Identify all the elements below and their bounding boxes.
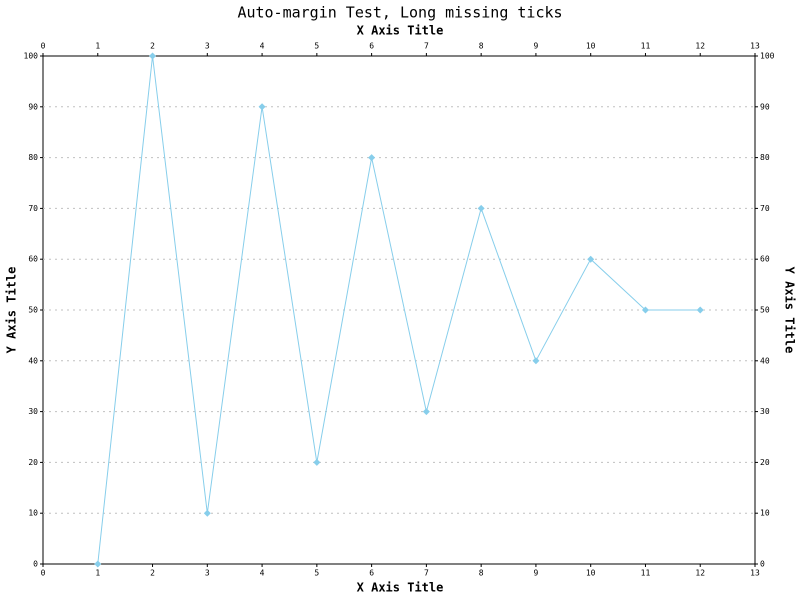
data-point (313, 458, 321, 466)
y-tick-label: 0 (33, 560, 38, 569)
y-tick-label: 100 (24, 52, 39, 61)
data-point (203, 509, 211, 517)
x-tick-label: 13 (750, 569, 760, 578)
data-point (532, 357, 540, 365)
x-tick-label-top: 0 (41, 42, 46, 51)
y-tick-label-right: 70 (760, 204, 770, 213)
y-tick-label-right: 10 (760, 509, 770, 518)
data-point (587, 255, 595, 263)
y-axis-title: Y Axis Title (5, 267, 19, 354)
data-point (149, 52, 157, 60)
data-point (94, 560, 102, 568)
x-tick-label: 6 (369, 569, 374, 578)
y-tick-label: 40 (28, 356, 38, 365)
x-tick-label: 10 (586, 569, 596, 578)
x-tick-label-top: 8 (479, 42, 484, 51)
x-tick-label-top: 6 (369, 42, 374, 51)
x-tick-label-top: 10 (586, 42, 596, 51)
y-tick-label-right: 80 (760, 153, 770, 162)
x-tick-label: 3 (205, 569, 210, 578)
x-tick-label-top: 12 (695, 42, 705, 51)
y-tick-label: 80 (28, 153, 38, 162)
x-tick-label-top: 3 (205, 42, 210, 51)
x-tick-label-top: 2 (150, 42, 155, 51)
x-tick-label: 0 (41, 569, 46, 578)
y-tick-label-right: 40 (760, 356, 770, 365)
data-point (477, 204, 485, 212)
y-tick-label-right: 60 (760, 255, 770, 264)
x-tick-label: 7 (424, 569, 429, 578)
x-tick-label-top: 7 (424, 42, 429, 51)
x-tick-label-top: 1 (95, 42, 100, 51)
x-tick-label: 2 (150, 569, 155, 578)
y-tick-label: 20 (28, 458, 38, 467)
x-tick-label: 9 (534, 569, 539, 578)
y-tick-label: 70 (28, 204, 38, 213)
x-tick-label-top: 4 (260, 42, 265, 51)
data-point (696, 306, 704, 314)
y-tick-label: 50 (28, 306, 38, 315)
y-tick-label-right: 0 (760, 560, 765, 569)
data-point (368, 154, 376, 162)
y-tick-label-right: 30 (760, 407, 770, 416)
data-point (422, 408, 430, 416)
data-point (258, 103, 266, 111)
y-tick-label-right: 20 (760, 458, 770, 467)
x-tick-label-top: 5 (314, 42, 319, 51)
y-tick-label: 30 (28, 407, 38, 416)
y-tick-label-right: 50 (760, 306, 770, 315)
x-tick-label: 1 (95, 569, 100, 578)
y-tick-label-right: 90 (760, 102, 770, 111)
y-tick-label: 10 (28, 509, 38, 518)
x-tick-label: 5 (314, 569, 319, 578)
x-tick-label: 8 (479, 569, 484, 578)
y-tick-label-right: 100 (760, 52, 775, 61)
x-tick-label-top: 11 (641, 42, 651, 51)
chart-title: Auto-margin Test, Long missing ticks (237, 4, 562, 22)
x-tick-label: 11 (641, 569, 651, 578)
x-axis-title: X Axis Title (357, 581, 444, 595)
y-axis-title-right: Y Axis Title (783, 267, 797, 354)
x-tick-label-top: 13 (750, 42, 760, 51)
data-point (641, 306, 649, 314)
x-tick-label: 4 (260, 569, 265, 578)
y-tick-label: 90 (28, 102, 38, 111)
x-tick-label-top: 9 (534, 42, 539, 51)
y-tick-label: 60 (28, 255, 38, 264)
data-line (97, 55, 701, 565)
x-tick-label: 12 (695, 569, 705, 578)
x-axis-title-top: X Axis Title (357, 24, 444, 38)
